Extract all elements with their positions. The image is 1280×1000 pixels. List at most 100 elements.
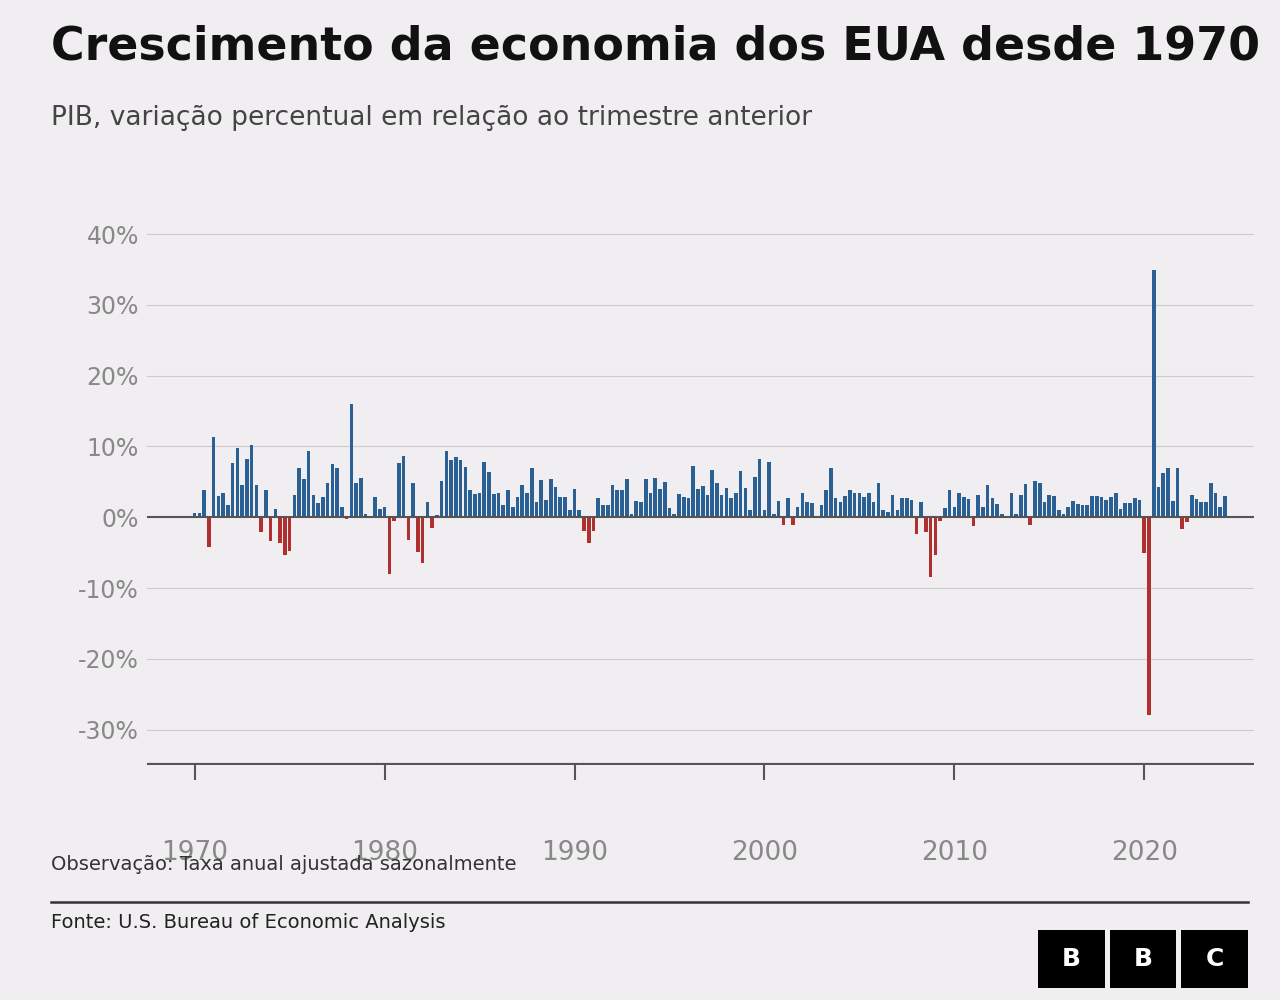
- Bar: [293, 495, 296, 517]
- Bar: [686, 498, 690, 517]
- Bar: [1171, 501, 1175, 517]
- Bar: [777, 501, 781, 517]
- Bar: [943, 508, 947, 517]
- Bar: [269, 517, 273, 541]
- Bar: [677, 494, 681, 517]
- Bar: [193, 513, 197, 517]
- Bar: [1138, 500, 1142, 517]
- Bar: [886, 512, 890, 517]
- Bar: [966, 499, 970, 517]
- Bar: [591, 517, 595, 531]
- Bar: [852, 492, 856, 517]
- Bar: [241, 485, 244, 517]
- Bar: [791, 517, 795, 525]
- Bar: [758, 459, 762, 517]
- Bar: [980, 507, 984, 517]
- Bar: [207, 517, 211, 547]
- Bar: [616, 490, 620, 517]
- Bar: [1166, 468, 1170, 517]
- Bar: [1076, 504, 1079, 517]
- Bar: [753, 477, 756, 517]
- Bar: [255, 485, 259, 517]
- Bar: [768, 462, 771, 517]
- Bar: [326, 483, 329, 517]
- Bar: [216, 496, 220, 517]
- Bar: [502, 505, 506, 517]
- Bar: [1204, 502, 1208, 517]
- Bar: [1071, 501, 1075, 517]
- Bar: [558, 497, 562, 517]
- Bar: [1038, 483, 1042, 517]
- Bar: [605, 505, 609, 517]
- Bar: [653, 478, 657, 517]
- Bar: [763, 510, 767, 517]
- Bar: [511, 507, 515, 517]
- Bar: [1161, 473, 1165, 517]
- Bar: [833, 498, 837, 517]
- Bar: [335, 468, 339, 517]
- Bar: [435, 515, 439, 517]
- Bar: [705, 495, 709, 517]
- Bar: [849, 490, 851, 517]
- Bar: [539, 480, 543, 517]
- Bar: [492, 494, 495, 517]
- Bar: [1180, 517, 1184, 529]
- Bar: [582, 517, 586, 531]
- Text: 2000: 2000: [731, 840, 797, 866]
- Bar: [724, 488, 728, 517]
- Bar: [905, 498, 909, 517]
- Bar: [474, 494, 476, 517]
- Bar: [221, 493, 225, 517]
- Bar: [197, 513, 201, 517]
- Bar: [425, 502, 429, 517]
- Bar: [710, 470, 714, 517]
- Bar: [1080, 505, 1084, 517]
- Bar: [663, 482, 667, 517]
- Bar: [1029, 517, 1032, 525]
- Bar: [468, 490, 472, 517]
- Bar: [563, 497, 567, 517]
- Bar: [1000, 514, 1004, 517]
- Bar: [278, 517, 282, 543]
- Bar: [355, 483, 358, 517]
- Bar: [307, 451, 311, 517]
- Bar: [497, 492, 500, 517]
- Bar: [625, 479, 628, 517]
- Bar: [449, 460, 453, 517]
- Bar: [938, 517, 942, 521]
- Bar: [957, 492, 961, 517]
- Bar: [838, 502, 842, 517]
- Bar: [867, 493, 870, 517]
- Bar: [639, 502, 643, 517]
- Bar: [786, 498, 790, 517]
- Bar: [264, 490, 268, 517]
- Bar: [1091, 496, 1094, 517]
- Bar: [701, 486, 704, 517]
- Bar: [572, 489, 576, 517]
- Text: B: B: [1062, 947, 1080, 971]
- Bar: [1124, 503, 1128, 517]
- Bar: [1043, 502, 1046, 517]
- Bar: [621, 490, 623, 517]
- Bar: [872, 502, 876, 517]
- Bar: [947, 490, 951, 517]
- Bar: [530, 468, 534, 517]
- Bar: [924, 517, 928, 532]
- Bar: [630, 514, 634, 517]
- Bar: [1157, 487, 1160, 517]
- Bar: [602, 505, 604, 517]
- Bar: [344, 517, 348, 519]
- Bar: [440, 481, 443, 517]
- Bar: [672, 514, 676, 517]
- Bar: [202, 490, 206, 517]
- Text: Crescimento da economia dos EUA desde 1970: Crescimento da economia dos EUA desde 19…: [51, 25, 1261, 70]
- Bar: [1224, 496, 1226, 517]
- Bar: [340, 507, 343, 517]
- Bar: [829, 468, 833, 517]
- Bar: [749, 510, 751, 517]
- Bar: [516, 497, 520, 517]
- Bar: [250, 445, 253, 517]
- Bar: [668, 508, 671, 517]
- Bar: [1152, 270, 1156, 517]
- Bar: [483, 462, 486, 517]
